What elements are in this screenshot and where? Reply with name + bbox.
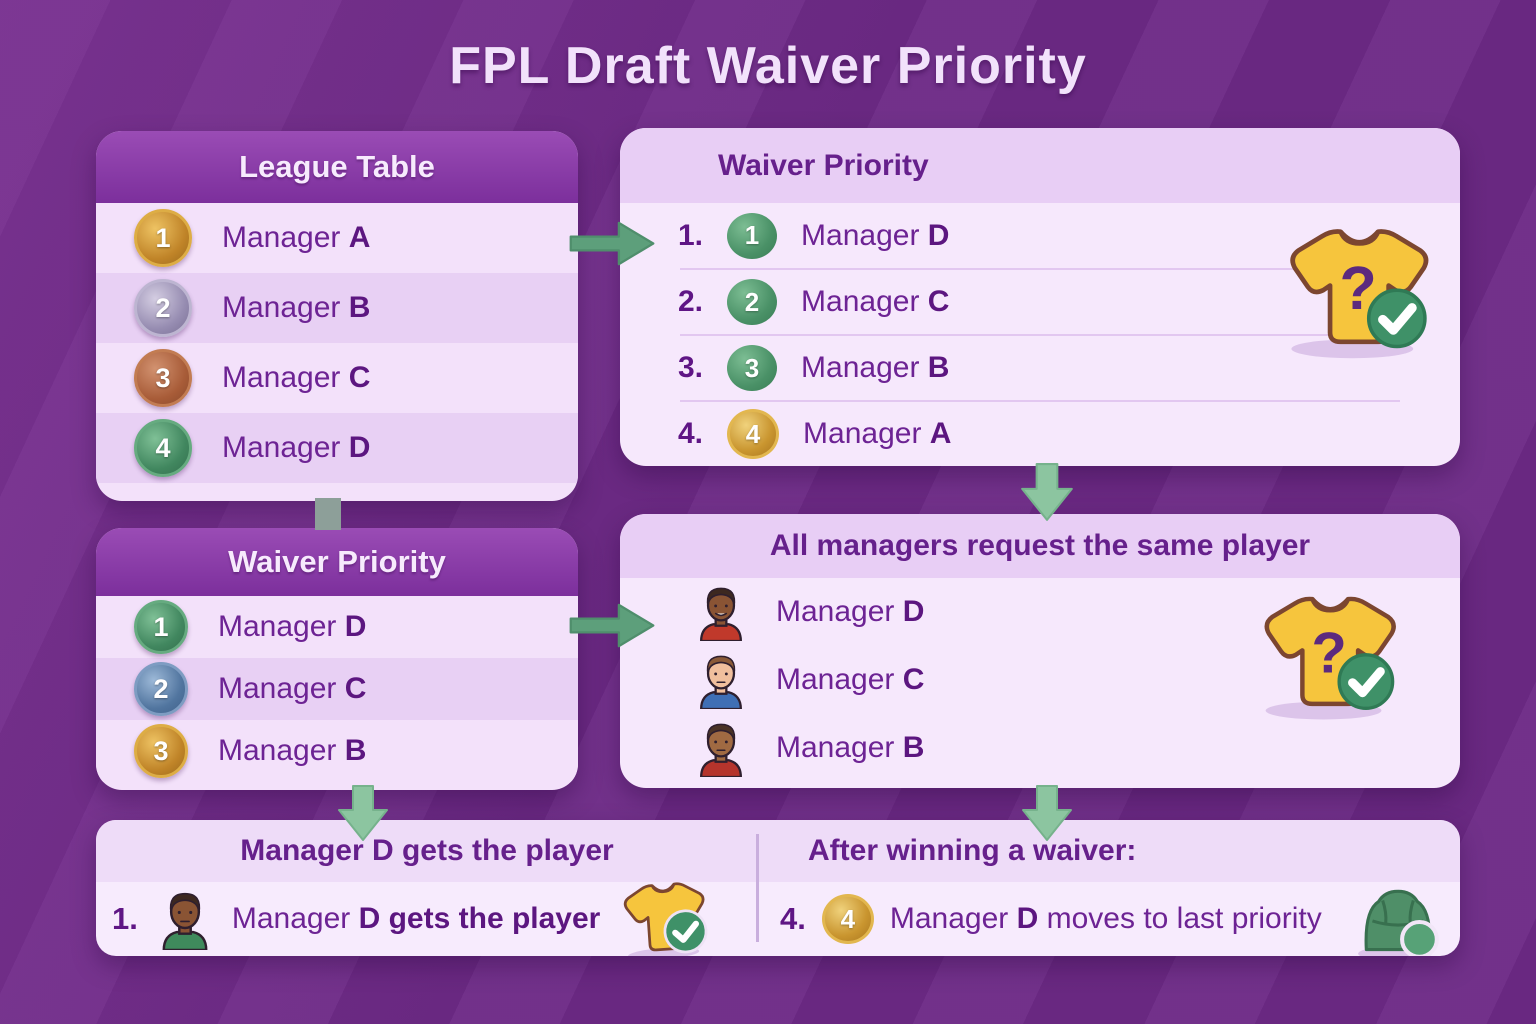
shirt-check-icon	[614, 875, 716, 956]
row-index: 4.	[780, 901, 806, 936]
manager-name: Manager A	[222, 221, 371, 254]
waiver-priority-left-header: Waiver Priority	[96, 528, 578, 596]
result-right-text: Manager D moves to last priority	[889, 902, 1322, 935]
backpack-icon	[1352, 876, 1444, 956]
request-same-player-panel: All managers request the same player Man…	[620, 514, 1460, 788]
waiver-row: 3. 3 Manager B	[620, 336, 1460, 400]
arrow-down-icon	[1018, 462, 1076, 524]
league-table-header: League Table	[96, 131, 578, 203]
avatar-manager-c-icon	[692, 651, 750, 709]
manager-name: Manager C	[218, 672, 367, 705]
waiver-row: 2 Manager C	[96, 658, 578, 720]
waiver-row: 2. 2 Manager C	[620, 270, 1460, 334]
green-medal-icon: 1	[134, 600, 188, 654]
manager-name: Manager D	[776, 595, 925, 628]
avatar-manager-d-green-icon	[154, 888, 216, 950]
row-divider	[680, 334, 1400, 336]
row-index: 4.	[678, 417, 704, 450]
panel-connector	[315, 498, 341, 530]
priority-badge-icon: 1	[727, 212, 778, 259]
priority-badge-icon: 4	[727, 409, 780, 459]
waiver-row: 4. 4 Manager A	[620, 402, 1460, 466]
gold-medal-icon: 3	[134, 724, 188, 778]
result-left-header: Manager D gets the player	[240, 834, 614, 867]
manager-name: Manager C	[801, 285, 950, 318]
gold-medal-icon: 1	[134, 209, 192, 267]
avatar-manager-b-icon	[692, 719, 750, 777]
waiver-priority-left-panel: Waiver Priority 1 Manager D 2 Manager C …	[96, 528, 578, 790]
arrow-right-icon	[566, 598, 658, 653]
row-index: 2.	[678, 285, 704, 318]
row-index: 1.	[112, 901, 138, 936]
priority-badge-icon: 4	[821, 894, 874, 944]
waiver-row: 1 Manager D	[96, 596, 578, 658]
blue-medal-icon: 2	[134, 662, 188, 716]
row-index: 3.	[678, 351, 704, 384]
result-left-text: Manager D gets the player	[231, 902, 601, 935]
waiver-priority-top-panel: Waiver Priority 1. 1 Manager D 2. 2 Mana…	[620, 128, 1460, 466]
league-row: 2 Manager B	[96, 273, 578, 343]
waiver-priority-top-header: Waiver Priority	[620, 128, 1460, 203]
vertical-divider	[756, 834, 759, 942]
row-divider	[680, 268, 1400, 270]
green-medal-icon: 4	[134, 419, 192, 477]
request-row: Manager D	[620, 578, 1460, 646]
row-divider	[680, 400, 1400, 402]
manager-name: Manager A	[803, 417, 952, 450]
manager-name: Manager D	[801, 218, 950, 252]
arrow-down-icon	[1018, 784, 1076, 844]
league-row: 1 Manager A	[96, 203, 578, 273]
request-row: Manager B	[620, 714, 1460, 782]
manager-name: Manager D	[218, 610, 367, 643]
silver-medal-icon: 2	[134, 279, 192, 337]
arrow-right-icon	[566, 216, 658, 271]
priority-badge-icon: 2	[727, 279, 778, 325]
result-left-row: 1. Manager D gets the player	[112, 882, 712, 956]
manager-name: Manager C	[222, 361, 371, 394]
manager-name: Manager B	[776, 731, 925, 764]
result-right-row: 4. 4 Manager D moves to last priority	[780, 882, 1444, 956]
row-index: 1.	[678, 218, 704, 252]
manager-name: Manager B	[218, 734, 367, 767]
league-table-panel: League Table 1 Manager A 2 Manager B 3 M…	[96, 131, 578, 501]
manager-name: Manager B	[801, 351, 950, 384]
league-row: 4 Manager D	[96, 413, 578, 483]
league-row: 3 Manager C	[96, 343, 578, 413]
shirt-question-icon: ?	[1275, 220, 1439, 361]
request-row: Manager C	[620, 646, 1460, 714]
manager-name: Manager C	[776, 663, 925, 696]
result-right-header: After winning a waiver:	[808, 834, 1137, 867]
manager-name: Manager D	[222, 431, 371, 464]
bronze-medal-icon: 3	[134, 349, 192, 407]
result-header-band	[96, 820, 1460, 882]
priority-badge-icon: 3	[727, 345, 778, 391]
request-panel-header: All managers request the same player	[620, 514, 1460, 578]
arrow-down-icon	[334, 784, 392, 844]
waiver-row: 3 Manager B	[96, 720, 578, 782]
result-panel: Manager D gets the player After winning …	[96, 820, 1460, 956]
waiver-row: 1. 1 Manager D	[620, 203, 1460, 268]
manager-name: Manager B	[222, 291, 371, 324]
shirt-question-icon: ?	[1250, 588, 1406, 722]
page-title: FPL Draft Waiver Priority	[449, 37, 1087, 95]
avatar-manager-d-icon	[692, 583, 750, 641]
